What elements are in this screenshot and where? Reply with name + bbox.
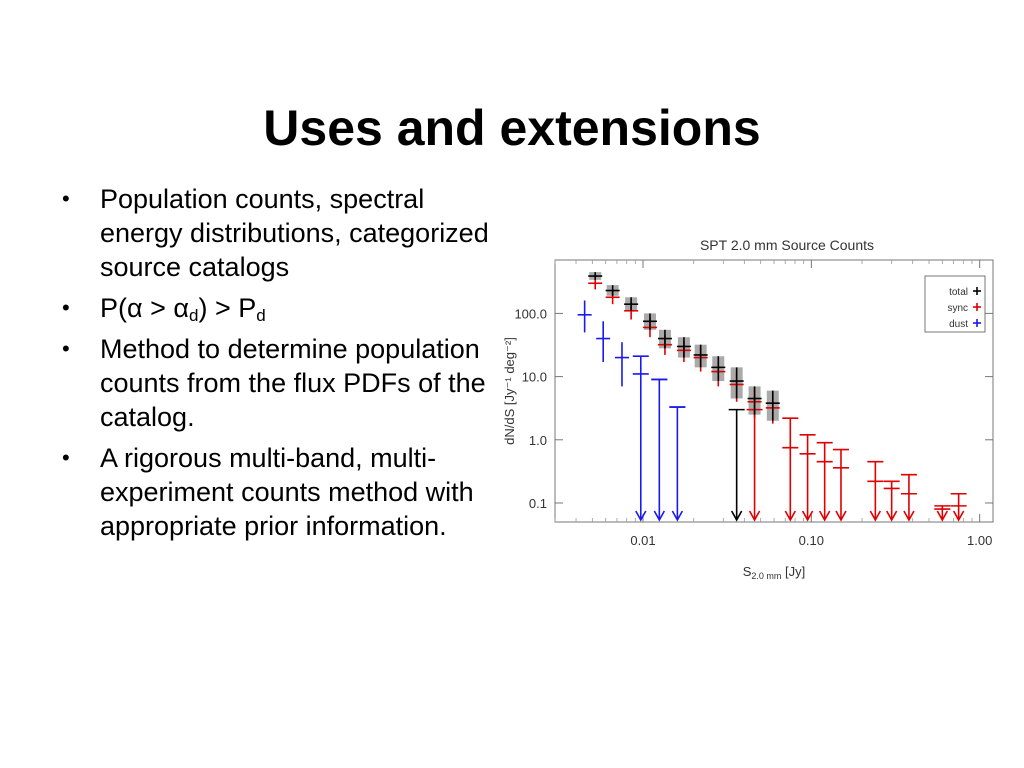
bullet-glyph: • [62,295,70,320]
axis-ticks: 0.01 0.10 1.00 0.1 1.0 10.0 100.0 [514,260,993,548]
x-axis-label-main: S [743,564,752,579]
x-axis-label-sub: 2.0 mm [751,571,781,581]
bullet-item: • A rigorous multi-band, multi-experimen… [58,441,498,543]
upper-limit-arrowhead [748,510,761,522]
upper-limit-arrowhead [671,510,684,522]
legend-label: total [949,287,968,298]
upper-limit-arrowhead [730,510,743,522]
upper-limit-arrowhead [784,510,797,522]
y-tick-label: 100.0 [514,306,547,321]
x-tick-label: 0.10 [799,533,824,548]
upper-limit-arrowhead [936,510,949,522]
formula-part: P(α > α [100,293,189,323]
bullet-item: • P(α > αd) > Pd [58,291,498,325]
x-tick-label: 1.00 [967,533,992,548]
bullet-item: • Method to determine population counts … [58,332,498,434]
bullet-text: Method to determine population counts fr… [100,334,486,432]
upper-limit-arrowhead [653,510,666,522]
y-tick-label: 10.0 [522,370,547,385]
data-marks [577,272,967,522]
bullet-list: • Population counts, spectral energy dis… [58,182,498,550]
upper-limit-arrowhead [635,510,647,522]
x-axis-label-unit: [Jy] [781,564,805,579]
upper-limit-arrowhead [801,510,814,522]
source-counts-chart: SPT 2.0 mm Source Counts 0.01 0.10 1.00 0.1… [502,237,994,581]
upper-limit-arrowhead [952,510,965,522]
legend-label: sync [947,303,968,314]
formula-subscript: d [189,306,199,325]
upper-limit-arrowhead [885,510,898,522]
bullet-text: A rigorous multi-band, multi-experiment … [100,443,474,541]
x-axis-label: S2.0 mm [Jy] [743,564,806,581]
legend-label: dust [949,319,968,330]
upper-limit-arrowhead [869,510,882,522]
bullet-text: Population counts, spectral energy distr… [100,184,489,282]
legend: total sync dust [924,275,986,333]
upper-limit-arrowhead [818,510,831,522]
slide-title: Uses and extensions [263,99,761,156]
chart-title: SPT 2.0 mm Source Counts [700,237,874,253]
upper-limit-arrowhead [835,510,847,522]
upper-limit-arrowhead [903,510,915,522]
y-tick-label: 0.1 [529,496,547,511]
formula-part: ) > P [198,293,257,323]
bullet-glyph: • [62,336,70,361]
bullet-glyph: • [62,186,70,211]
y-tick-label: 1.0 [529,433,547,448]
formula-subscript: d [256,306,266,325]
bullet-glyph: • [62,445,70,470]
y-axis-label: dN/dS [Jy⁻¹ deg⁻²] [502,337,517,445]
x-tick-label: 0.01 [630,533,655,548]
bullet-formula: P(α > αd) > Pd [100,293,266,325]
bullet-item: • Population counts, spectral energy dis… [58,182,498,284]
legend-items: total sync dust [947,287,981,330]
